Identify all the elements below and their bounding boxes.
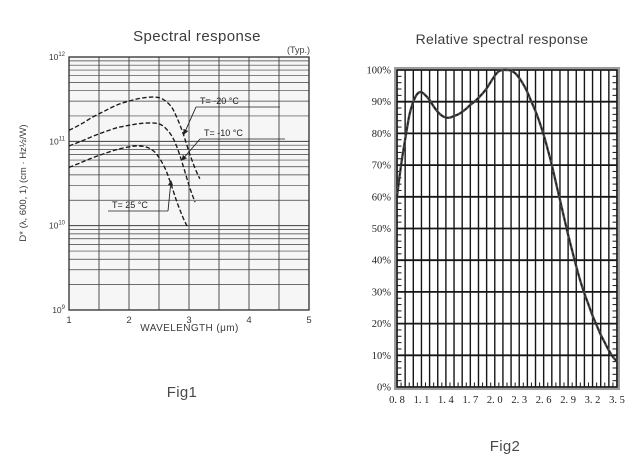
- fig1-curve-0: [68, 96, 201, 180]
- fig2-y-tick-label: 20%: [372, 319, 392, 330]
- chart-tspan: 10: [52, 305, 62, 315]
- fig1-frame: [68, 56, 310, 311]
- fig2-plot: 0% 10% 20% 30% 40% 50% 60% 70% 80% 90% 100% 0. 8 1. …: [367, 66, 625, 407]
- fig2-y-tick-label: 10%: [372, 351, 392, 362]
- fig2-x-tick-label: 3. 2: [585, 395, 601, 406]
- fig2-y-tick-label: 80%: [372, 129, 392, 140]
- fig2-y-tick-label: 60%: [372, 192, 392, 203]
- fig2-y-tick-label: 30%: [372, 287, 392, 298]
- fig2-x-tick-label: 1. 4: [438, 395, 455, 406]
- fig2-x-tick-label: 0. 8: [389, 395, 405, 406]
- chart-tspan: 10: [49, 221, 59, 231]
- fig1-curve-1: [68, 122, 196, 203]
- fig1-series-leader-line: [181, 138, 201, 161]
- fig1-x-tick-label: 5: [306, 315, 311, 326]
- fig2-x-tick-label: 2. 0: [487, 395, 503, 406]
- fig1-caption: Fig1: [166, 384, 198, 401]
- fig2-x-tick-label: 2. 6: [536, 395, 552, 406]
- fig2-y-tick-label: 50%: [372, 224, 392, 235]
- fig2-x-tick-label: 2. 3: [511, 395, 527, 406]
- fig2-y-tick-label: 90%: [372, 97, 392, 108]
- fig1-curve-2: [68, 145, 189, 228]
- fig1-x-tick-label: 3: [186, 315, 191, 326]
- fig1-x-axis-title: WAVELENGTH (μm): [140, 323, 239, 334]
- fig1-x-tick-label: 1: [66, 315, 71, 326]
- fig1-series-leader-line: [167, 180, 174, 212]
- fig1-x-tick-label: 4: [246, 315, 251, 326]
- fig2-outer-frame: [394, 67, 620, 390]
- chart-tspan: 10: [49, 136, 59, 146]
- fig1-y-tick-label: 1010: [49, 221, 66, 231]
- fig2-x-tick-label: 1. 7: [462, 395, 478, 406]
- fig1-y-tick-label: 1012: [49, 52, 66, 62]
- chart-tspan: 10: [58, 221, 65, 227]
- fig2-y-tick-label: 100%: [367, 66, 392, 77]
- fig2-curve-dash-overlay: [396, 69, 618, 362]
- chart-tspan: 11: [59, 136, 66, 142]
- fig2-y-tick-label: 70%: [372, 161, 392, 172]
- fig1-series-label-0: T= -20 °C: [200, 96, 239, 106]
- fig2-x-tick-label: 3. 5: [609, 395, 625, 406]
- chart-tspan: 10: [49, 52, 59, 62]
- fig1-y-tick-label: 1011: [49, 136, 65, 146]
- fig2-x-tick-label: 1. 1: [414, 395, 430, 406]
- fig1-title: Spectral response: [133, 28, 261, 45]
- fig1-x-tick-label: 2: [126, 315, 131, 326]
- fig1-typ-annotation: (Typ.): [286, 45, 310, 55]
- fig2-title: Relative spectral response: [415, 31, 589, 47]
- fig2-y-tick-label: 40%: [372, 256, 392, 267]
- fig2-y-tick-label: 0%: [377, 383, 391, 394]
- fig1-y-tick-label: 109: [52, 305, 65, 315]
- chart-tspan: 12: [58, 52, 65, 58]
- fig1-series-label-2: T= 25 °C: [112, 200, 148, 210]
- fig1-series-label-1: T= -10 °C: [204, 128, 243, 138]
- fig1-series-leader-line: [183, 106, 197, 135]
- chart-tspan: 9: [62, 305, 66, 311]
- fig2-caption: Fig2: [489, 438, 521, 455]
- fig2-x-tick-label: 2. 9: [560, 395, 576, 406]
